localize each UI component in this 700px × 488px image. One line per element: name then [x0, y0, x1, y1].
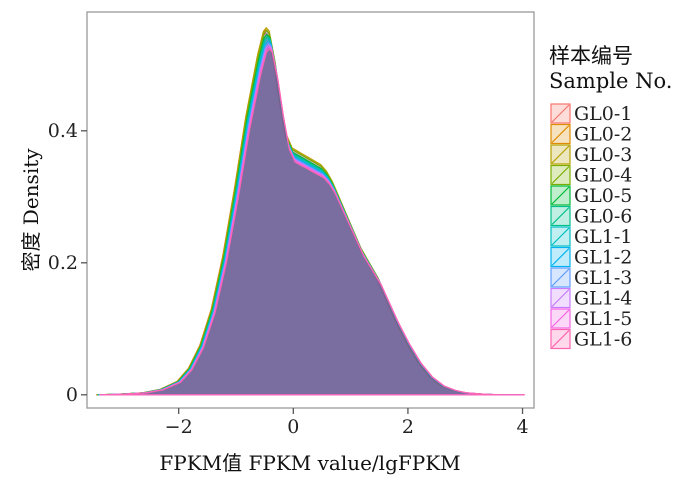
legend-label: GL0-5: [574, 185, 632, 207]
legend-item-gl0-6: GL0-6: [550, 206, 632, 228]
legend-label: GL0-3: [574, 144, 632, 166]
x-tick-label: 4: [516, 416, 528, 438]
legend-item-gl1-3: GL1-3: [550, 267, 632, 289]
y-axis: 0 0.2 0.4: [48, 120, 87, 406]
legend-key-slash: [551, 104, 570, 123]
legend-key-slash: [551, 166, 570, 184]
legend-label: GL1-6: [574, 329, 632, 351]
legend-item-gl0-3: GL0-3: [550, 144, 632, 166]
legend-key-slash: [551, 248, 570, 266]
legend-label: GL1-2: [574, 247, 632, 269]
legend-item-gl1-2: GL1-2: [550, 247, 632, 269]
legend-label: GL0-4: [574, 165, 632, 187]
x-tick-label: 2: [402, 416, 414, 438]
legend-label: GL0-2: [574, 124, 632, 146]
legend-key-slash: [551, 125, 570, 143]
legend-title-zh: 样本编号: [549, 44, 633, 68]
y-tick-label: 0: [66, 384, 78, 406]
legend-item-gl0-5: GL0-5: [550, 185, 632, 207]
legend-key-slash: [551, 145, 570, 164]
legend-label: GL1-5: [574, 308, 632, 330]
x-axis-title: FPKM值 FPKM value/lgFPKM: [159, 451, 460, 475]
legend-item-gl1-6: GL1-6: [550, 329, 632, 351]
x-tick-label: −2: [165, 416, 193, 438]
legend: 样本编号 Sample No. GL0-1GL0-2GL0-3GL0-4GL0-…: [549, 44, 672, 351]
legend-item-gl1-1: GL1-1: [550, 226, 632, 248]
legend-label: GL1-3: [574, 267, 632, 289]
legend-key-slash: [551, 207, 570, 225]
legend-items: GL0-1GL0-2GL0-3GL0-4GL0-5GL0-6GL1-1GL1-2…: [550, 103, 632, 351]
legend-label: GL0-6: [574, 206, 632, 228]
legend-item-gl0-2: GL0-2: [550, 124, 632, 146]
legend-label: GL0-1: [574, 103, 632, 125]
legend-key-slash: [551, 227, 570, 246]
legend-label: GL1-1: [574, 226, 632, 248]
legend-label: GL1-4: [574, 288, 632, 310]
density-curve-gl1-6: [99, 48, 525, 396]
plot-panel: [86, 11, 535, 409]
legend-item-gl1-5: GL1-5: [550, 308, 632, 330]
legend-key-slash: [551, 186, 570, 205]
legend-item-gl0-1: GL0-1: [550, 103, 632, 125]
x-axis: −2 0 2 4: [165, 408, 529, 438]
legend-key-slash: [551, 268, 570, 287]
y-axis-title: 密度 Density: [19, 148, 43, 272]
density-series-layer: [96, 27, 525, 396]
y-tick-label: 0.2: [48, 252, 78, 274]
x-tick-label: 0: [287, 416, 299, 438]
y-tick-label: 0.4: [48, 120, 78, 142]
legend-key-slash: [551, 330, 570, 348]
legend-key-slash: [551, 309, 570, 328]
legend-item-gl1-4: GL1-4: [550, 288, 632, 310]
legend-item-gl0-4: GL0-4: [550, 165, 632, 187]
legend-title-en: Sample No.: [549, 69, 672, 93]
legend-key-slash: [551, 289, 570, 307]
